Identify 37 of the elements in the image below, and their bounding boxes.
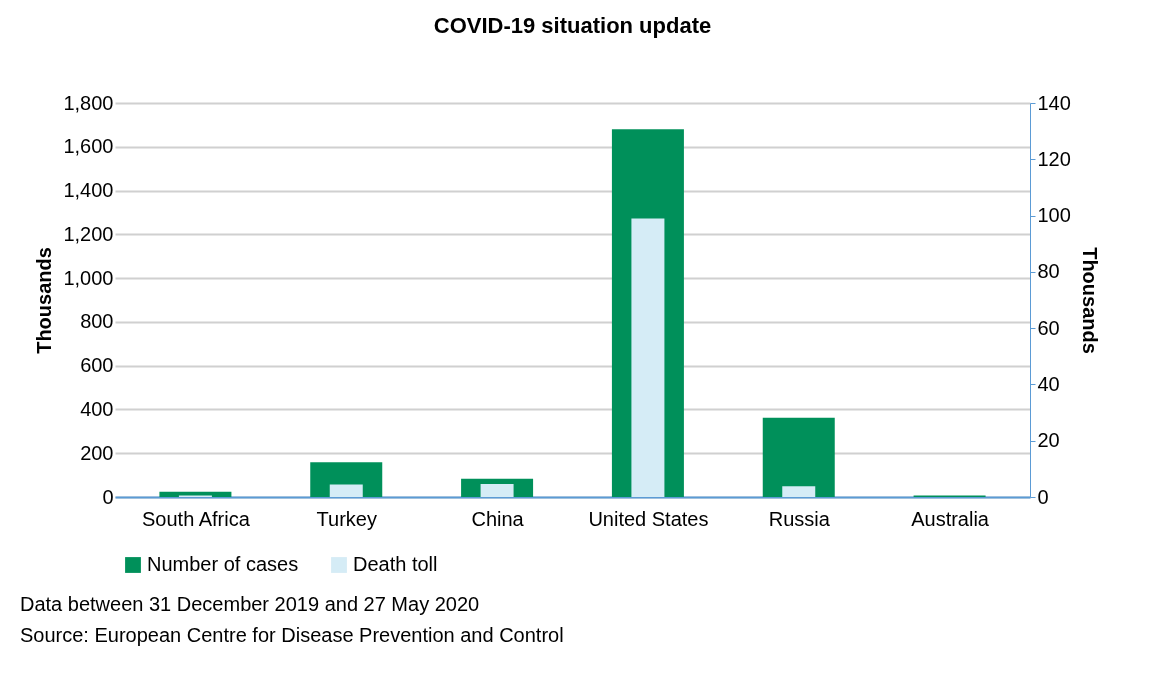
y-tick-label: 600 [80, 354, 114, 377]
y-tick-label: 1,600 [63, 135, 114, 158]
x-tick-label: United States [588, 507, 709, 530]
bar [762, 417, 835, 497]
y-tick-label: 400 [80, 397, 114, 420]
x-tick-label: Turkey [316, 507, 377, 530]
bar [329, 484, 363, 497]
y2-tick-label: 60 [1037, 316, 1060, 339]
y2-tick-label: 0 [1037, 485, 1049, 508]
x-tick-label: Russia [768, 507, 831, 530]
bar [480, 484, 514, 497]
source-note: Source: European Centre for Disease Prevention and Control [20, 624, 564, 646]
y-axis-title: Thousands [33, 247, 56, 354]
y-tick-label: 200 [80, 441, 114, 464]
y2-tick-label: 100 [1037, 204, 1071, 227]
x-tick-label: China [471, 507, 525, 530]
bar [159, 491, 232, 497]
y2-tick-label: 120 [1037, 147, 1071, 170]
chart-title: COVID-19 situation update [433, 13, 712, 38]
x-tick-label: Australia [911, 507, 990, 530]
legend-label: Number of cases [147, 553, 299, 575]
y2-tick-label: 20 [1037, 429, 1060, 452]
y-tick-label: 1,400 [63, 179, 114, 202]
y2-tick-label: 40 [1037, 372, 1060, 395]
y2-tick-label: 140 [1037, 91, 1071, 114]
x-tick-label: South Africa [141, 507, 251, 530]
y2-tick-label: 80 [1037, 260, 1060, 283]
y-tick-label: 1,200 [63, 222, 114, 245]
y-tick-label: 1,000 [63, 266, 114, 289]
y-tick-label: 800 [80, 310, 114, 333]
bar [631, 218, 665, 497]
legend-label: Death toll [353, 553, 438, 575]
y-tick-label: 0 [102, 485, 114, 508]
bar [782, 486, 816, 497]
y-tick-label: 1,800 [63, 91, 114, 114]
y2-axis-title: Thousands [1078, 247, 1101, 354]
text: Data between 31 December 2019 and 27 May 2020 [20, 593, 480, 615]
